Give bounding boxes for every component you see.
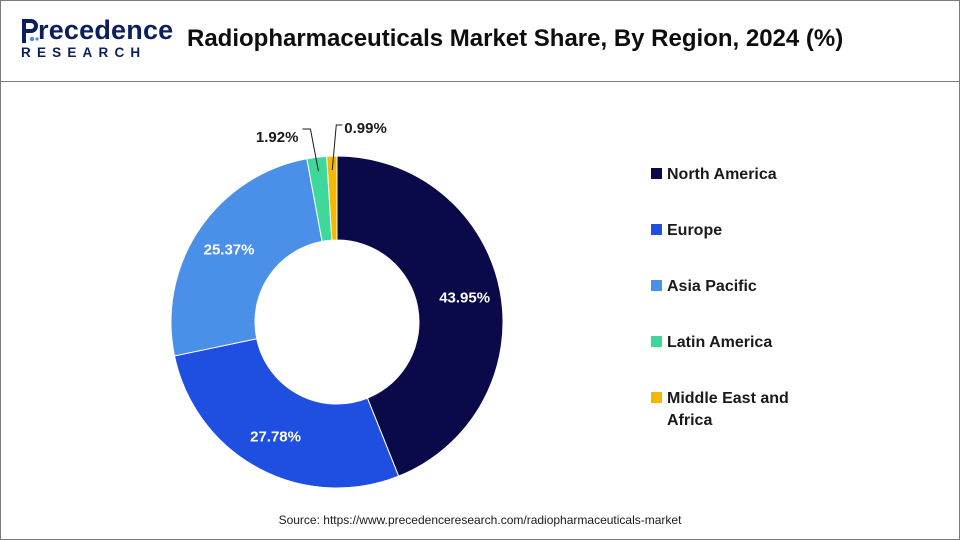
- logo-p-icon: [22, 19, 39, 43]
- slice-europe: [173, 338, 400, 489]
- data-label-latin-america: 1.92%: [256, 129, 299, 146]
- chart-title: Radiopharmaceuticals Market Share, By Re…: [187, 25, 844, 52]
- data-label-europe: 27.78%: [250, 429, 301, 446]
- legend-label: Middle East and Africa: [667, 390, 789, 429]
- leader-line-latin-america: [302, 128, 319, 172]
- legend-label: Latin America: [667, 334, 773, 351]
- brand-logo: recedence RESEARCH: [19, 15, 173, 63]
- data-label-asia-pacific: 25.37%: [204, 242, 255, 259]
- legend-label: Europe: [667, 222, 723, 239]
- slice-north-america: [336, 155, 504, 477]
- legend-swatch: [651, 336, 662, 347]
- source-note: Source: https://www.precedenceresearch.c…: [278, 513, 682, 527]
- legend-swatch: [651, 280, 662, 291]
- logo-bottom-text: RESEARCH: [21, 45, 147, 60]
- slice-asia-pacific: [170, 158, 323, 357]
- data-label-middle-east-and-africa: 0.99%: [344, 120, 387, 137]
- slice-middle-east-and-africa: [326, 155, 338, 241]
- leader-line-middle-east-and-africa: [331, 124, 343, 171]
- data-label-north-america: 43.95%: [439, 289, 490, 306]
- legend-label: North America: [667, 166, 777, 183]
- legend-swatch: [651, 224, 662, 235]
- header: recedence RESEARCH Radiopharmaceuticals …: [1, 1, 959, 82]
- legend-swatch: [651, 392, 662, 403]
- legend-label: Asia Pacific: [667, 278, 757, 295]
- legend-swatch: [651, 168, 662, 179]
- logo-top-text: recedence: [38, 15, 174, 45]
